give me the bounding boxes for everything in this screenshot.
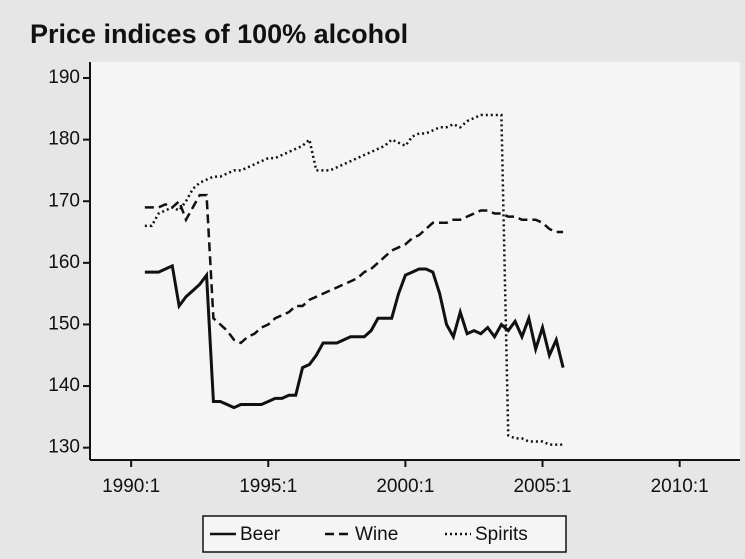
- x-tick-label: 1990:1: [102, 476, 160, 497]
- legend-label: Wine: [355, 524, 398, 545]
- legend-label: Beer: [240, 524, 281, 545]
- x-tick-label: 2000:1: [376, 476, 434, 497]
- legend-label: Spirits: [475, 524, 528, 545]
- y-tick-label: 140: [48, 375, 80, 396]
- legend: [202, 515, 567, 553]
- chart-title: Price indices of 100% alcohol: [30, 19, 408, 49]
- y-tick-label: 170: [48, 190, 80, 211]
- x-tick-label: 2010:1: [651, 476, 709, 497]
- y-tick-label: 160: [48, 252, 80, 273]
- y-tick-label: 130: [48, 437, 80, 458]
- series-line: [144, 263, 565, 410]
- series-line: [144, 193, 564, 345]
- plot-area: [90, 62, 740, 460]
- x-tick-label: 2005:1: [513, 476, 571, 497]
- y-tick-label: 190: [48, 67, 80, 88]
- x-tick-label: 1995:1: [239, 476, 297, 497]
- y-tick-label: 150: [48, 313, 80, 334]
- y-tick-label: 180: [48, 129, 80, 150]
